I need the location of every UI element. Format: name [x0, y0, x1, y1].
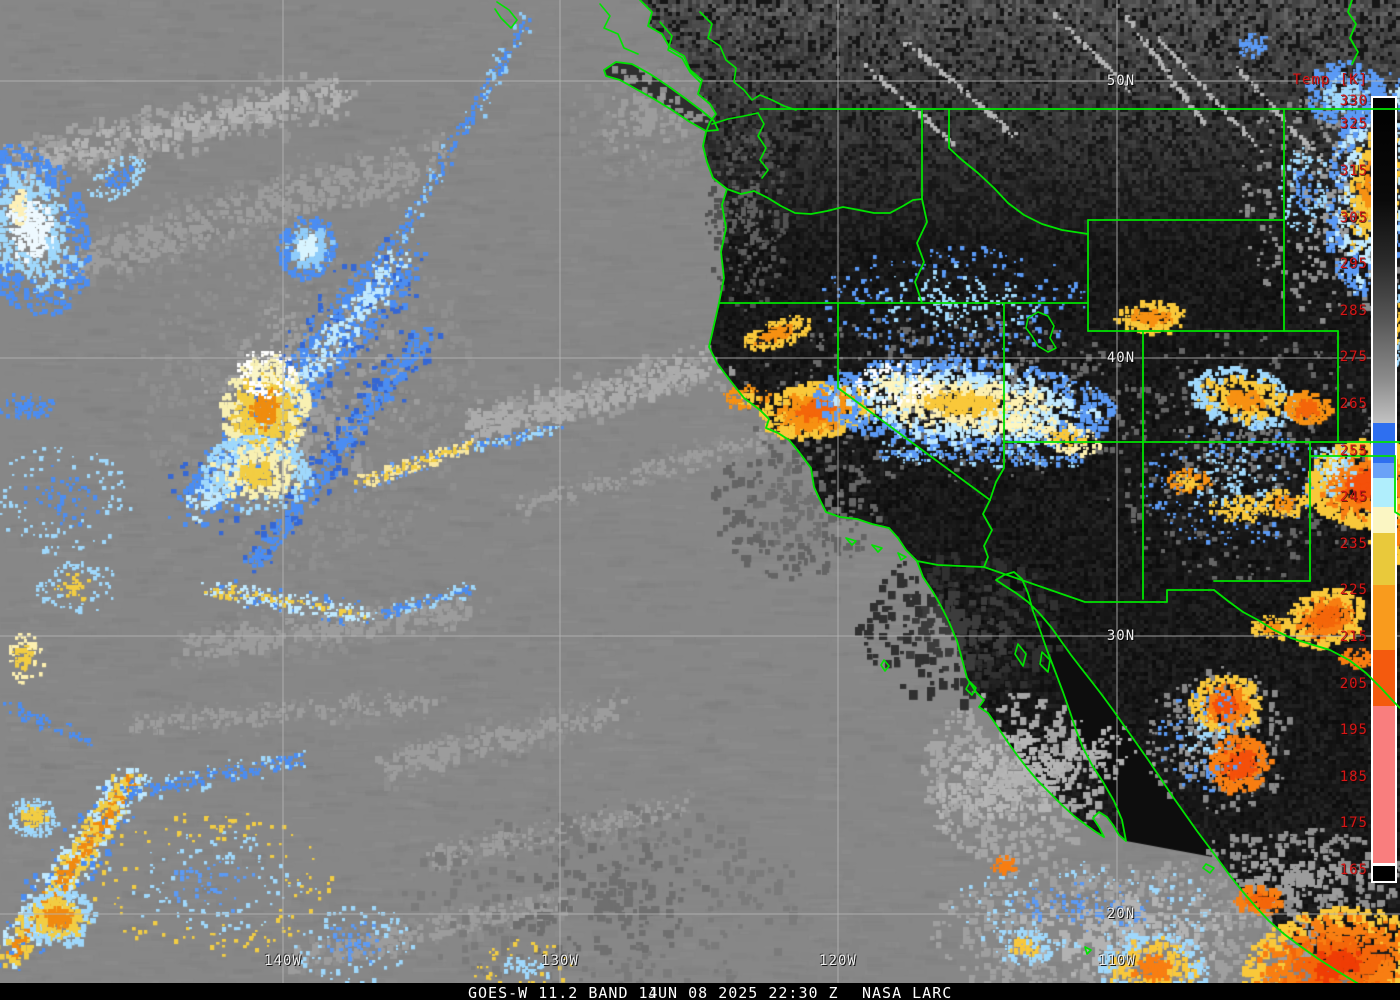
longitude-label: 140W [264, 953, 302, 969]
colorbar-segment [1373, 423, 1395, 463]
colorbar-tick-label: 285 [1339, 303, 1368, 319]
colorbar-tick-label: 295 [1339, 256, 1368, 272]
colorbar-segment [1373, 650, 1395, 706]
coast-detail [599, 3, 639, 55]
island-outline [1014, 643, 1027, 667]
colorbar-tick-label: 165 [1339, 862, 1368, 878]
caption-instrument: GOES-W 11.2 BAND 14 [468, 984, 659, 1000]
longitude-label: 110W [1098, 953, 1136, 969]
colorbar-segment [1373, 585, 1395, 650]
longitude-label: 120W [819, 953, 857, 969]
colorbar-segment [1373, 533, 1395, 585]
colorbar-frame [1371, 96, 1397, 883]
latitude-label: 30N [1106, 628, 1136, 644]
colorbar-tick-label: 305 [1339, 210, 1368, 226]
state-border [726, 188, 923, 215]
latitude-label: 40N [1106, 350, 1136, 366]
colorbar-title: Temp [K] [1292, 72, 1368, 88]
colorbar-tick-label: 195 [1339, 722, 1368, 738]
colorbar-tick-label: 325 [1339, 116, 1368, 132]
caption-bar: GOES-W 11.2 BAND 14 JUN 08 2025 22:30 Z … [0, 983, 1400, 1000]
colorbar-segment [1373, 507, 1395, 533]
colorbar-tick-label: 185 [1339, 769, 1368, 785]
lake-outline [1025, 311, 1057, 353]
state-border [1394, 455, 1400, 516]
colorbar-tick-label: 265 [1339, 396, 1368, 412]
colorbar-tick-label: 245 [1339, 489, 1368, 505]
longitude-label: 130W [541, 953, 579, 969]
colorbar-tick-label: 330 [1339, 93, 1368, 109]
coast-detail [757, 112, 769, 179]
latitude-label: 20N [1106, 906, 1136, 922]
coast-detail [659, 21, 701, 83]
island-outline [845, 537, 857, 546]
island-outline [1039, 651, 1051, 673]
state-border [989, 441, 1005, 501]
colorbar-tick-label: 275 [1339, 349, 1368, 365]
island-outline [871, 544, 883, 553]
state-border [837, 302, 991, 501]
colorbar-gradient-segment [1373, 97, 1395, 423]
coast-detail [711, 112, 759, 125]
island-outline [1202, 863, 1215, 874]
colorbar-segment [1373, 863, 1395, 866]
colorbar-segment [1373, 478, 1395, 507]
coast-detail [494, 1, 518, 29]
island-outline [1084, 946, 1092, 955]
coast-detail [699, 11, 797, 111]
caption-credit: NASA LARC [862, 984, 953, 1000]
island-outline [880, 659, 890, 672]
island-outline [897, 552, 907, 561]
colorbar-tick-label: 225 [1339, 582, 1368, 598]
colorbar-tick-label: 215 [1339, 629, 1368, 645]
state-border [982, 499, 993, 568]
colorbar-tick-label: 315 [1339, 163, 1368, 179]
state-border [914, 198, 928, 304]
state-border [1347, 0, 1359, 65]
state-border [1213, 589, 1400, 709]
colorbar-tick-label: 235 [1339, 536, 1368, 552]
caption-datetime: JUN 08 2025 22:30 Z [648, 984, 839, 1000]
colorbar-segment [1373, 706, 1395, 863]
vancouver-island-outline [603, 61, 719, 132]
state-border [948, 108, 1089, 235]
latitude-label: 50N [1106, 73, 1136, 89]
colorbar-tick-label: 205 [1339, 676, 1368, 692]
coastline [639, 0, 1395, 1000]
colorbar-tick-label: 255 [1339, 443, 1368, 459]
colorbar-segment [1373, 463, 1395, 478]
colorbar-segment [1373, 866, 1395, 882]
state-border [916, 560, 1215, 603]
island-outline [965, 681, 977, 696]
colorbar-tick-label: 175 [1339, 815, 1368, 831]
